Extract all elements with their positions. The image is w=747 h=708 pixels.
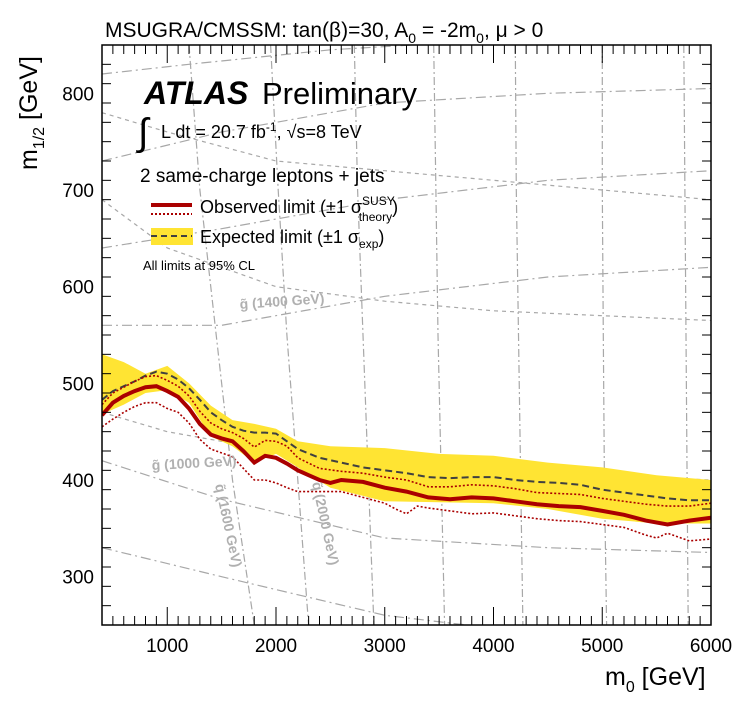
y-tick-label: 800 (62, 84, 94, 105)
squark-contour-3 (102, 266, 711, 326)
channel-label: 2 same-charge leptons + jets (140, 166, 385, 187)
y-axis-label: m1/2 [GeV] (15, 56, 48, 170)
y-tick-label: 400 (62, 471, 94, 492)
legend-observed-label: Observed limit (±1 σSUSY theory) (200, 194, 398, 224)
integral-symbol: ∫ (136, 112, 151, 154)
gluino-contour-5 (601, 45, 608, 625)
dotted-contour-0 (102, 112, 711, 201)
y-tick-label: 600 (62, 278, 94, 299)
gluino-contour-0 (188, 45, 255, 625)
limit-lines (102, 370, 711, 542)
squark-contour-5 (102, 547, 472, 625)
legend-expected-label: Expected limit (±1 σexp) (200, 227, 384, 251)
observed-plus-sigma-line (102, 374, 711, 507)
x-tick-label: 6000 (690, 636, 732, 657)
x-tick-label: 4000 (472, 636, 514, 657)
gluino-contour-3 (433, 45, 446, 625)
expected-limit-line (102, 370, 711, 502)
gluino-1000-label: g̃ (1000 GeV) (151, 453, 237, 473)
y-tick-label: 700 (62, 181, 94, 202)
y-tick-label: 300 (62, 568, 94, 589)
cl-note: All limits at 95% CL (143, 258, 255, 273)
chart-title: MSUGRA/CMSSM: tan(β)=30, A0 = -2m0, μ > … (105, 19, 543, 46)
gluino-contour-2 (353, 45, 375, 625)
gluino-contour-4 (514, 45, 524, 625)
luminosity-label: L dt = 20.7 fb-1, √s=8 TeV (161, 120, 362, 142)
x-tick-label: 5000 (581, 636, 623, 657)
gluino-1400-label: g̃ (1400 GeV) (239, 290, 325, 312)
preliminary-label: Preliminary (262, 76, 418, 111)
expected-band (102, 354, 711, 524)
gluino-contour-1 (270, 45, 310, 625)
squark-contour-1 (102, 87, 711, 162)
expected-band-fill (102, 354, 711, 524)
squark-contour-4 (102, 460, 711, 554)
observed-limit-line (102, 384, 711, 527)
observed-minus-sigma-line (102, 401, 711, 542)
dotted-contour-1 (102, 199, 711, 322)
x-tick-label: 3000 (364, 636, 406, 657)
atlas-label: ATLAS (143, 75, 249, 111)
y-tick-label: 500 (62, 374, 94, 395)
gluino-contour-6 (683, 45, 689, 625)
axis-ticks: 1000 2000 3000 4000 5000 6000 300 400 500 600 700 8… (62, 44, 732, 657)
x-tick-label: 2000 (255, 636, 297, 657)
x-axis-label: m0 [GeV] (605, 663, 706, 696)
x-tick-label: 1000 (146, 636, 188, 657)
